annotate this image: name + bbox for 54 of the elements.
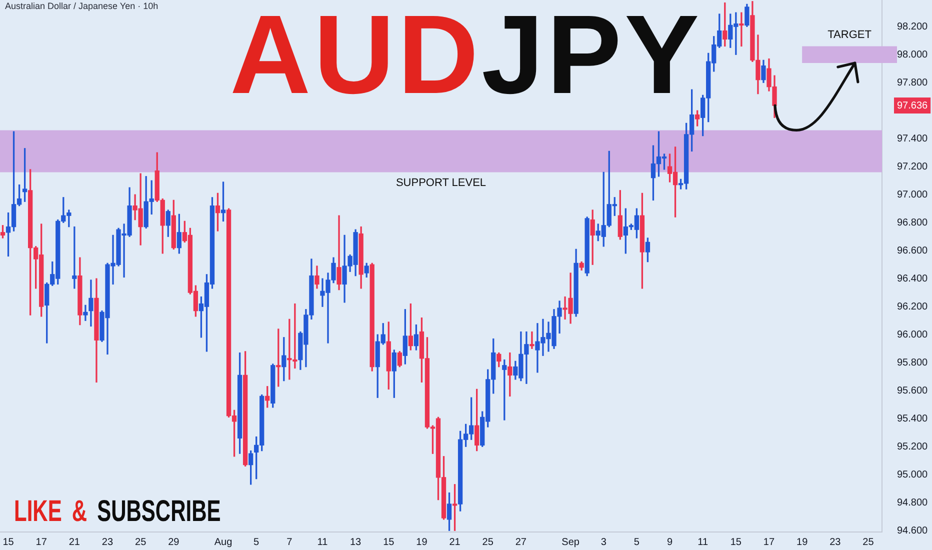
x-tick-label: 9: [666, 536, 673, 548]
y-tick-label: 98.200: [897, 21, 928, 32]
annotation: LIKE & SUBSCRIBE: [14, 495, 221, 528]
x-tick-label: 17: [36, 536, 48, 548]
y-tick-label: 95.000: [897, 469, 928, 480]
y-tick-label: 96.600: [897, 245, 928, 256]
candlestick: [336, 215, 342, 290]
band-label: TARGET: [828, 29, 872, 42]
band-label: SUPPORT LEVEL: [396, 177, 486, 190]
y-tick-label: 94.800: [897, 497, 928, 508]
y-tick-label: 97.000: [897, 189, 928, 200]
candlestick: [739, 12, 744, 47]
y-tick-label: 95.200: [897, 441, 928, 452]
y-tick-label: 96.800: [897, 217, 928, 228]
chart-subtitle: Australian Dollar / Japanese Yen · 10h: [5, 1, 158, 12]
x-tick-label: 29: [168, 536, 180, 548]
x-tick-label: 5: [634, 536, 640, 548]
x-tick-label: 23: [102, 536, 114, 548]
x-tick-label: 25: [862, 536, 874, 548]
x-tick-label: Aug: [214, 536, 232, 548]
y-tick-label: 98.000: [897, 49, 928, 60]
x-tick-label: 15: [383, 536, 395, 548]
chart-title: AUDJPY: [230, 0, 702, 117]
x-tick-label: 11: [698, 536, 708, 548]
x-tick-label: 25: [482, 536, 494, 548]
y-tick-label: 97.200: [897, 161, 928, 172]
y-tick-label: 95.400: [897, 413, 928, 424]
y-tick-label: 94.600: [897, 525, 928, 536]
x-tick-label: 19: [796, 536, 808, 548]
y-tick-label: 95.800: [897, 357, 928, 368]
x-tick-label: 27: [515, 536, 527, 548]
x-tick-label: 25: [135, 536, 147, 548]
y-tick-label: 96.000: [897, 329, 928, 340]
x-tick-label: 5: [254, 536, 260, 548]
y-tick-label: 96.200: [897, 301, 928, 312]
x-tick-label: 7: [286, 536, 293, 548]
x-tick-label: 23: [830, 536, 842, 548]
x-tick-label: 21: [449, 536, 461, 548]
x-tick-label: 11: [317, 536, 328, 548]
x-tick-label: 15: [2, 536, 14, 548]
x-tick-label: 21: [68, 536, 80, 548]
x-tick-label: Sep: [562, 536, 580, 548]
candlestick: [83, 304, 88, 321]
x-tick-label: 19: [416, 536, 428, 548]
y-tick-label: 96.400: [897, 273, 928, 284]
y-tick-label: 97.636: [897, 100, 928, 112]
y-tick-label: 97.400: [897, 133, 928, 144]
y-tick-label: 97.800: [897, 77, 928, 88]
x-tick-label: 3: [600, 536, 607, 548]
candlestick: [530, 331, 534, 349]
x-tick-label: 15: [730, 536, 742, 548]
x-tick-label: 13: [350, 536, 362, 548]
x-tick-label: 17: [763, 536, 775, 548]
y-tick-label: 95.600: [897, 385, 928, 396]
